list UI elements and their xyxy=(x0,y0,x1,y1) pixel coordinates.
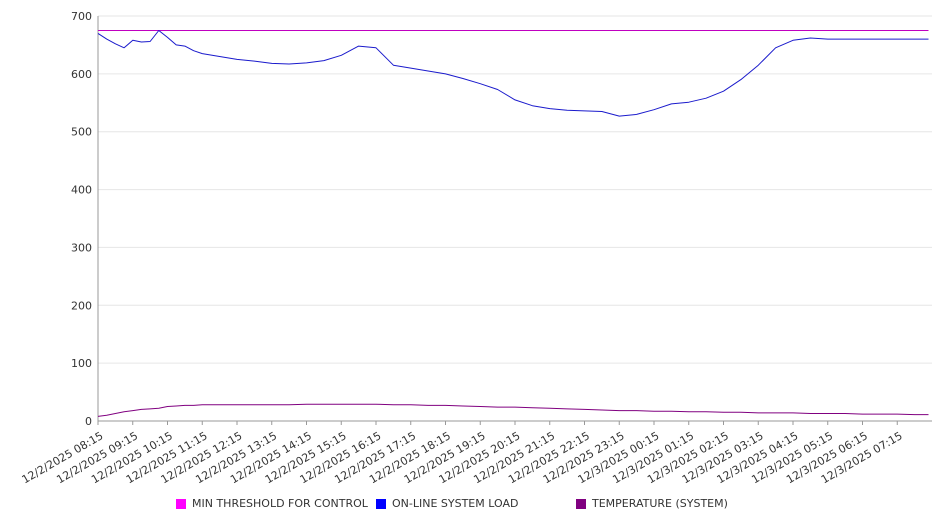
legend-item-min-threshold: MIN THRESHOLD FOR CONTROL xyxy=(176,497,368,510)
y-tick-label: 400 xyxy=(71,184,92,197)
y-tick-label: 0 xyxy=(85,415,92,428)
legend-label-min-threshold: MIN THRESHOLD FOR CONTROL xyxy=(192,497,368,510)
legend: MIN THRESHOLD FOR CONTROL ON-LINE SYSTEM… xyxy=(0,497,946,515)
y-tick-label: 500 xyxy=(71,126,92,139)
axes xyxy=(97,16,932,422)
y-tick-label: 300 xyxy=(71,241,92,254)
series-line-system-load xyxy=(97,30,929,117)
legend-label-temperature: TEMPERATURE (SYSTEM) xyxy=(592,497,728,510)
legend-swatch-temperature xyxy=(576,498,586,509)
y-tick-label: 700 xyxy=(71,10,92,23)
legend-label-system-load: ON-LINE SYSTEM LOAD xyxy=(392,497,519,510)
legend-swatch-system-load xyxy=(376,498,386,509)
y-tick-label: 200 xyxy=(71,299,92,312)
legend-item-system-load: ON-LINE SYSTEM LOAD xyxy=(376,497,518,510)
gridlines xyxy=(98,15,932,422)
y-tick-label: 100 xyxy=(71,357,92,370)
y-tick-label: 600 xyxy=(71,68,92,81)
series-line-temperature xyxy=(97,403,929,417)
legend-item-temperature: TEMPERATURE (SYSTEM) xyxy=(576,497,728,510)
series-lines xyxy=(97,30,929,417)
y-tick-labels: 0 100 200 300 400 500 600 700 xyxy=(71,10,92,428)
legend-swatch-min-threshold xyxy=(176,498,186,509)
